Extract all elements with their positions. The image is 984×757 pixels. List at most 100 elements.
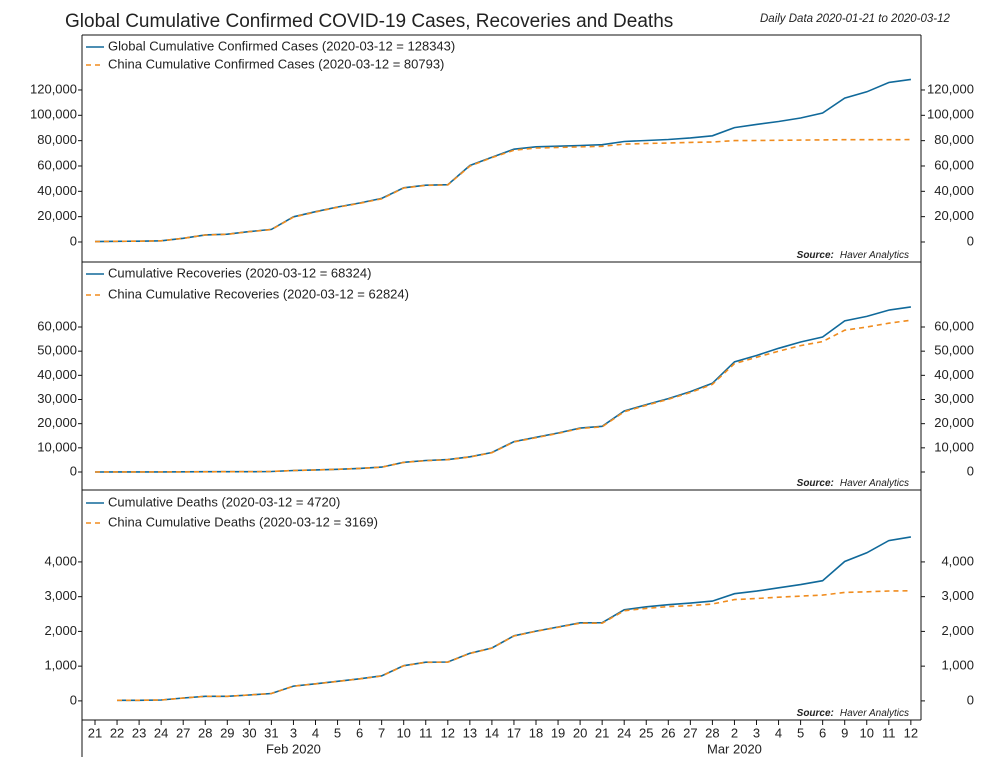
- source: Source: Haver Analytics: [797, 478, 909, 489]
- x-tick-label: 3: [290, 725, 297, 740]
- y2-tick-label: 100,000: [927, 107, 974, 122]
- month-label: Feb 2020: [266, 741, 321, 756]
- y2-tick-label: 50,000: [934, 343, 974, 358]
- y-tick-label: 2,000: [44, 623, 77, 638]
- x-tick-label: 10: [860, 725, 874, 740]
- series-line: [117, 536, 912, 702]
- x-tick-label: 24: [154, 725, 168, 740]
- y2-tick-label: 60,000: [934, 157, 974, 172]
- y2-tick-label: 1,000: [941, 658, 974, 673]
- y2-tick-label: 10,000: [934, 439, 974, 454]
- x-tick-label: 26: [661, 725, 675, 740]
- y2-tick-label: 40,000: [934, 367, 974, 382]
- x-tick-label: 31: [264, 725, 278, 740]
- source-name: Haver Analytics: [840, 708, 909, 719]
- x-tick-label: 5: [797, 725, 804, 740]
- x-tick-label: 21: [88, 725, 102, 740]
- x-tick-label: 14: [485, 725, 499, 740]
- series-line: [117, 590, 911, 702]
- series-line: [94, 138, 911, 243]
- y-tick-label: 20,000: [37, 415, 77, 430]
- x-tick-label: 19: [551, 725, 565, 740]
- source-name: Haver Analytics: [840, 478, 909, 489]
- y2-tick-label: 60,000: [934, 318, 974, 333]
- y-tick-label: 4,000: [44, 553, 77, 568]
- legend-label: Global Cumulative Confirmed Cases (2020-…: [108, 38, 455, 53]
- x-tick-label: 5: [334, 725, 341, 740]
- legend-label: Cumulative Recoveries (2020-03-12 = 6832…: [108, 265, 371, 280]
- x-tick-label: 29: [220, 725, 234, 740]
- source-label: Source:: [797, 478, 834, 489]
- y2-tick-label: 20,000: [934, 415, 974, 430]
- legend-label: China Cumulative Deaths (2020-03-12 = 31…: [108, 514, 378, 529]
- x-tick-label: 28: [705, 725, 719, 740]
- source: Source: Haver Analytics: [797, 250, 909, 261]
- month-label: Mar 2020: [707, 741, 762, 756]
- series-line: [94, 319, 912, 473]
- x-tick-label: 13: [463, 725, 477, 740]
- y2-tick-label: 40,000: [934, 183, 974, 198]
- y-tick-label: 30,000: [37, 391, 77, 406]
- y2-tick-label: 120,000: [927, 81, 974, 96]
- x-tick-label: 4: [312, 725, 319, 740]
- legend-label: China Cumulative Confirmed Cases (2020-0…: [108, 56, 444, 71]
- x-tick-label: 9: [841, 725, 848, 740]
- x-tick-label: 25: [639, 725, 653, 740]
- x-tick-label: 7: [378, 725, 385, 740]
- series-line: [94, 78, 912, 243]
- x-tick-label: 24: [617, 725, 631, 740]
- x-tick-label: 11: [419, 725, 433, 740]
- y2-tick-label: 4,000: [941, 553, 974, 568]
- x-tick-label: 17: [507, 725, 521, 740]
- y-tick-label: 80,000: [37, 132, 77, 147]
- x-tick-label: 28: [198, 725, 212, 740]
- series-line: [94, 306, 912, 473]
- y2-tick-label: 3,000: [941, 588, 974, 603]
- x-tick-label: 12: [441, 725, 455, 740]
- x-tick-label: 30: [242, 725, 256, 740]
- y2-tick-label: 0: [967, 692, 974, 707]
- x-tick-label: 2: [731, 725, 738, 740]
- y-tick-label: 100,000: [30, 107, 77, 122]
- legend-label: China Cumulative Recoveries (2020-03-12 …: [108, 286, 409, 301]
- y-tick-label: 3,000: [44, 588, 77, 603]
- x-tick-label: 23: [132, 725, 146, 740]
- y-tick-label: 0: [70, 692, 77, 707]
- y-tick-label: 20,000: [37, 208, 77, 223]
- x-tick-label: 18: [529, 725, 543, 740]
- y2-tick-label: 0: [967, 463, 974, 478]
- legend-label: Cumulative Deaths (2020-03-12 = 4720): [108, 494, 340, 509]
- x-tick-label: 12: [904, 725, 918, 740]
- y-tick-label: 40,000: [37, 367, 77, 382]
- x-tick-label: 27: [176, 725, 190, 740]
- y2-tick-label: 80,000: [934, 132, 974, 147]
- y-tick-label: 40,000: [37, 183, 77, 198]
- source-label: Source:: [797, 708, 834, 719]
- x-tick-label: 27: [683, 725, 697, 740]
- y-tick-label: 10,000: [37, 439, 77, 454]
- x-tick-label: 4: [775, 725, 782, 740]
- y2-tick-label: 0: [967, 233, 974, 248]
- x-tick-label: 6: [356, 725, 363, 740]
- y-tick-label: 0: [70, 463, 77, 478]
- y-tick-label: 1,000: [44, 658, 77, 673]
- y-tick-label: 60,000: [37, 318, 77, 333]
- source-name: Haver Analytics: [840, 250, 909, 261]
- y-tick-label: 60,000: [37, 157, 77, 172]
- x-tick-label: 22: [110, 725, 124, 740]
- source-label: Source:: [797, 250, 834, 261]
- chart-title: Global Cumulative Confirmed COVID-19 Cas…: [65, 11, 673, 32]
- y2-tick-label: 30,000: [934, 391, 974, 406]
- x-tick-label: 21: [595, 725, 609, 740]
- source: Source: Haver Analytics: [797, 708, 909, 719]
- y-tick-label: 0: [70, 233, 77, 248]
- x-tick-label: 11: [882, 725, 896, 740]
- x-tick-label: 6: [819, 725, 826, 740]
- x-tick-label: 10: [396, 725, 410, 740]
- y2-tick-label: 2,000: [941, 623, 974, 638]
- y-tick-label: 120,000: [30, 81, 77, 96]
- chart-subtitle: Daily Data 2020-01-21 to 2020-03-12: [760, 13, 950, 25]
- x-tick-label: 3: [753, 725, 760, 740]
- y2-tick-label: 20,000: [934, 208, 974, 223]
